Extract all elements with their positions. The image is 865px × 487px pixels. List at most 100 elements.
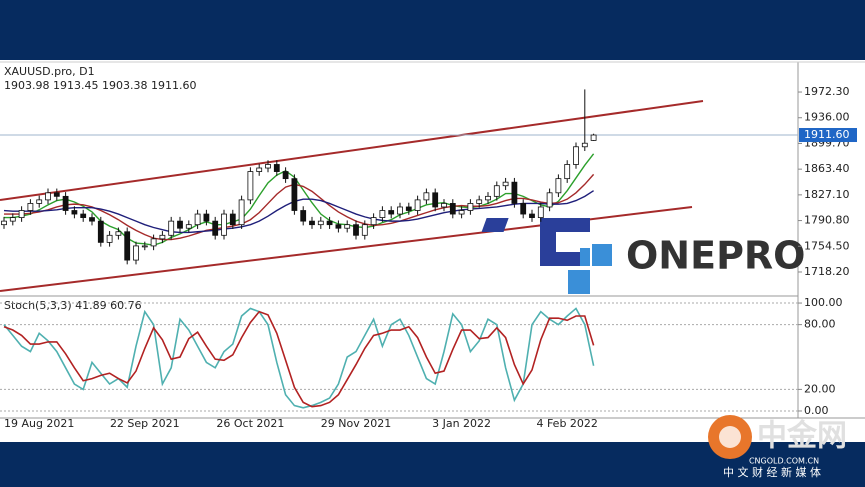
y-tick-label: 20.00 (804, 382, 836, 395)
y-tick-label: 1863.40 (804, 162, 850, 175)
candle-body (423, 192, 430, 201)
candle-body (441, 203, 447, 208)
candle-body (529, 213, 535, 218)
candle-body (335, 224, 342, 229)
y-tick-label: 1936.00 (804, 111, 850, 124)
watermark-slogan: 中 文 财 经 新 媒 体 (723, 465, 821, 479)
candle-body (573, 146, 579, 165)
x-tick-label: 22 Sep 2021 (110, 417, 180, 430)
candle-body (379, 210, 386, 218)
candle-body (467, 203, 474, 211)
candle-body (133, 245, 139, 261)
candle-body (546, 192, 553, 208)
watermark-site: CNGOLD.COM.CN (749, 457, 819, 466)
candle-body (361, 224, 368, 236)
candle-body (106, 234, 113, 243)
logo-shape (592, 244, 612, 266)
x-tick-label: 26 Oct 2021 (216, 417, 284, 430)
candle-body (247, 171, 254, 201)
candle-body (1, 220, 7, 226)
logo-shape (556, 232, 590, 252)
candle-body (115, 231, 122, 236)
logo-text: ONEPRO (626, 234, 805, 278)
candle-body (80, 213, 87, 218)
candle-body (89, 217, 95, 222)
y-tick-label: 80.00 (804, 318, 836, 331)
line (3, 190, 594, 234)
candle-body (520, 203, 527, 215)
current-price-box (799, 128, 857, 143)
candle-body (511, 181, 518, 204)
y-tick-label: 100.00 (804, 296, 843, 309)
candle-body (124, 231, 131, 261)
candle-body (476, 199, 483, 204)
line (4, 173, 595, 241)
candle-body (194, 213, 201, 226)
candle-body (53, 192, 60, 197)
channel-upper (0, 100, 704, 201)
y-tick-label: 0.00 (804, 404, 829, 417)
candle-body (537, 206, 544, 218)
candle-body (229, 213, 236, 226)
candle-body (397, 206, 403, 215)
logo-shape (580, 248, 590, 266)
chart-title: XAUUSD.pro, D1 (4, 65, 95, 78)
candle-body (238, 199, 245, 226)
candle-body (370, 217, 377, 226)
candle-body (185, 224, 192, 229)
candle-body (326, 220, 333, 226)
current-price-label: 1911.60 (804, 128, 850, 141)
candle-body (265, 164, 271, 169)
candle-body (458, 210, 465, 215)
candle-body (212, 220, 219, 236)
onepro-logo: ONEPRO (481, 218, 805, 294)
line (3, 310, 595, 408)
candle-body (590, 134, 597, 141)
candle-body (141, 245, 148, 248)
watermark-name: 中金网 (757, 419, 847, 454)
candle-body (432, 192, 439, 208)
candle-body (273, 164, 280, 172)
candle-body (97, 220, 104, 243)
candle-body (221, 213, 227, 236)
candle-body (177, 220, 183, 229)
x-tick-label: 3 Jan 2022 (432, 417, 491, 430)
candle-body (449, 203, 456, 215)
x-tick-label: 29 Nov 2021 (321, 417, 391, 430)
candle-body (581, 142, 588, 148)
candle-body (27, 203, 34, 211)
candle-body (344, 224, 351, 229)
candle-body (168, 220, 175, 236)
chart-area (0, 60, 865, 442)
candle-body (291, 178, 298, 211)
candle-body (414, 199, 421, 211)
chart-subtitle: 1903.98 1913.45 1903.38 1911.60 (4, 79, 196, 92)
top-bar (0, 0, 865, 60)
candle-body (203, 213, 210, 222)
candle-body (256, 167, 263, 172)
logo-shape (481, 218, 509, 232)
candle-body (45, 192, 51, 201)
x-tick-label: 4 Feb 2022 (536, 417, 597, 430)
indicator-title: Stoch(5,3,3) 41.89 60.76 (4, 299, 142, 312)
logo-shape (568, 270, 590, 294)
candle-body (502, 181, 509, 187)
candle-body (353, 224, 359, 236)
candle-body (36, 199, 43, 204)
candle-body (317, 220, 324, 226)
candle-body (388, 210, 395, 215)
y-tick-label: 1972.30 (804, 85, 850, 98)
x-tick-label: 19 Aug 2021 (4, 417, 74, 430)
candle-body (150, 238, 157, 247)
watermark-icon (719, 426, 741, 448)
candle-body (485, 195, 491, 201)
candle-body (300, 210, 307, 222)
y-tick-label: 1718.20 (804, 265, 850, 278)
candle-body (564, 164, 571, 180)
candle-body (71, 210, 78, 215)
candle-body (18, 210, 25, 218)
candle-body (493, 185, 500, 197)
candle-body (159, 234, 166, 240)
y-tick-label: 1827.10 (804, 188, 850, 201)
